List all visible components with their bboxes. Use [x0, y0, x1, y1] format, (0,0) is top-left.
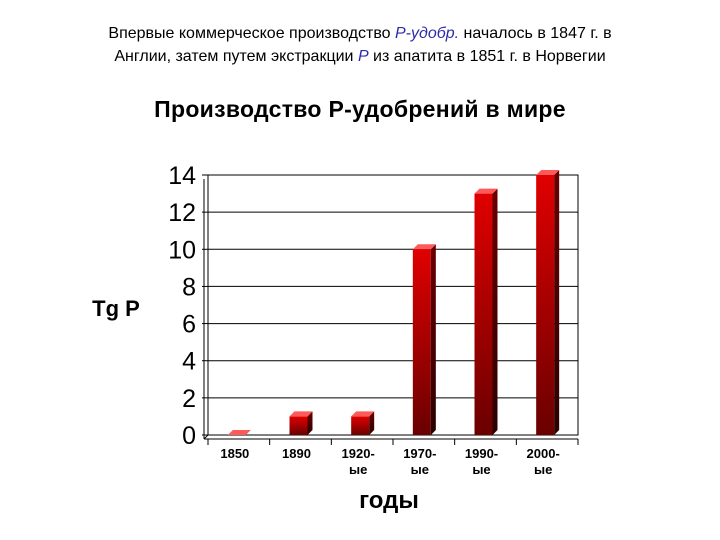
- bar-top: [351, 411, 375, 417]
- slide-header: Впервые коммерческое производство Р-удоб…: [20, 22, 700, 68]
- x-tick-label: 2000-ые: [527, 446, 560, 477]
- bar-top: [474, 188, 498, 194]
- y-tick-labels: 0 2 4 6 8 10 12 14: [168, 162, 196, 450]
- bar-6: [536, 170, 560, 435]
- y-tick-label: 10: [168, 236, 196, 264]
- header-highlight-fertilizer: Р-удобр.: [394, 25, 460, 42]
- bar-top: [289, 411, 313, 417]
- y-tick-label: 14: [168, 162, 196, 190]
- bar-5: [474, 188, 498, 435]
- bar-side: [307, 411, 313, 435]
- bar-front: [536, 175, 555, 435]
- y-axis-label: Tg P: [92, 296, 140, 321]
- bar-top: [227, 430, 251, 435]
- chart-title: Производство Р-удобрений в мире: [154, 96, 566, 122]
- bar-front: [289, 416, 308, 435]
- y-tick-label: 8: [182, 273, 196, 301]
- plot-area-frame: [207, 174, 579, 436]
- bar-side: [369, 411, 375, 435]
- bar-top: [412, 244, 436, 250]
- bar-side: [554, 170, 560, 435]
- y-tick-label: 4: [182, 348, 196, 376]
- x-axis-label: годы: [359, 487, 419, 514]
- bar-side: [492, 188, 498, 435]
- bar-front: [412, 249, 431, 435]
- bar-2: [289, 411, 313, 435]
- x-tick-label: 1850: [220, 446, 249, 461]
- chart-axes: [202, 174, 579, 445]
- bar-top: [536, 170, 560, 175]
- header-line-2-start: Англии, затем путем экстракции: [114, 48, 358, 65]
- bar-3: [351, 411, 375, 435]
- y-tick-label: 2: [182, 385, 196, 413]
- bar-front: [351, 416, 370, 435]
- y-tick-label: 12: [168, 199, 196, 227]
- axis-corner: [203, 434, 209, 440]
- bar-side: [430, 244, 436, 435]
- bar-front: [474, 193, 493, 435]
- x-tick-label: 1890: [282, 446, 311, 461]
- header-line-1: Впервые коммерческое производство Р-удоб…: [20, 22, 700, 45]
- x-tick-labels: 1850 1890 1920-ые 1970-ые 1990-ые 2000-ые: [220, 446, 559, 477]
- y-tick-label: 6: [182, 311, 196, 339]
- x-tick-label: 1990-ые: [465, 446, 498, 477]
- header-line-2: Англии, затем путем экстракции Р из апат…: [20, 45, 700, 68]
- header-highlight-p: Р: [357, 48, 369, 65]
- x-tick-label: 1970-ые: [403, 446, 436, 477]
- header-line-2-end: из апатита в 1851 г. в Норвегии: [368, 48, 606, 65]
- chart-grid: [208, 174, 578, 399]
- header-line-1-end: началось в 1847 г. в: [459, 25, 612, 42]
- bar-4: [412, 244, 436, 435]
- y-tick-label: 0: [182, 422, 196, 450]
- header-line-1-start: Впервые коммерческое производство: [108, 25, 395, 42]
- chart-bars: [227, 170, 560, 435]
- x-tick-label: 1920-ые: [342, 446, 375, 477]
- bar-1: [227, 430, 251, 435]
